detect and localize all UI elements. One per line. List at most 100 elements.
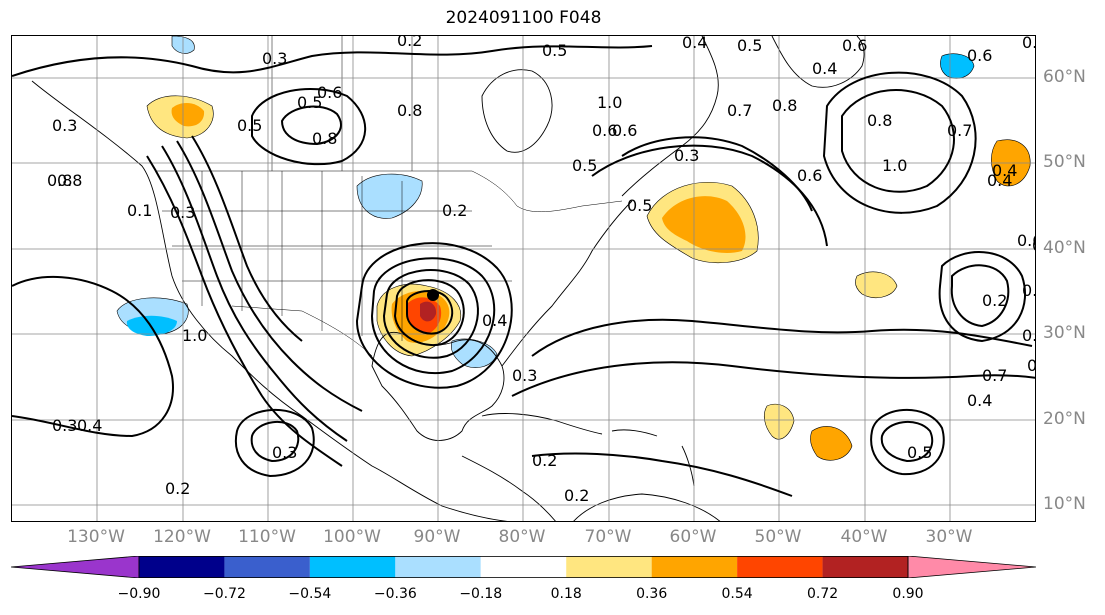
contour-label: 0.2 [564,486,589,505]
contour-label: 0.8 [772,96,797,115]
longitude-label: 130°W [67,527,125,547]
colorbar-tick-label: 0.54 [721,586,753,602]
colorbar-segment [651,556,738,578]
contour-pacific-low [250,420,300,463]
shade-blue-gulf [451,338,498,368]
longitude-label: 90°W [413,527,461,547]
contour-label: 0.4 [482,311,507,330]
coast-greenland [771,36,865,88]
contour-high-north-inner [280,105,342,146]
longitude-label: 110°W [238,527,296,547]
contour-label: 0.3 [52,416,77,435]
contour-label: 0.8 [1022,326,1036,345]
contour-label: 1.0 [182,326,207,345]
contour-subtropical-low-2 [870,408,945,476]
contour-label: 0.7 [982,366,1007,385]
latitude-label: 30°N [1043,323,1086,343]
shade-blue-ne [940,53,975,79]
contour-label: 0.4 [987,171,1012,190]
colorbar-tick-label: 0.18 [550,586,582,602]
longitude-label: 120°W [153,527,211,547]
contour-label: 0.3 [52,116,77,135]
contour-west-trough-1 [146,155,343,467]
contour-label: 0.2 [442,201,467,220]
coast-hispaniola [611,429,658,437]
contour-label: 0.4 [812,59,837,78]
longitude-label: 70°W [584,527,632,547]
contour-north-atlantic-high-2 [822,71,977,214]
contour-lines [12,45,1035,497]
shade-yellow-east [855,271,898,299]
contour-label: 0.4 [77,416,102,435]
contour-label: 0.7 [947,121,972,140]
shade-orange-south-atlantic-2 [810,426,853,461]
longitude-label: 30°W [925,527,973,547]
shade-orange-nw [171,102,205,127]
contour-high-north [251,88,367,166]
contour-label: 0.1 [127,201,152,220]
colorbar [11,556,1036,578]
colorbar-segment [566,556,652,578]
contour-hurricane-ring-5 [355,242,513,389]
contour-atlantic-wave [531,318,1033,357]
contour-label: 0.5 [237,116,262,135]
contour-hurricane-ring-2 [393,279,465,347]
latitude-label: 50°N [1043,152,1086,172]
contour-hurricane-ring-1 [406,290,454,335]
contour-west-trough-3 [176,140,363,412]
map-canvas: 0.30.20.50.40.50.60.50.40.60.80.50.60.81… [12,36,1036,521]
contour-north-atlantic-high [841,89,955,193]
longitude-label: 50°W [754,527,802,547]
colorbar-tick-label: −0.36 [373,586,417,602]
political-borders [157,36,623,357]
contour-labels: 0.30.20.50.40.50.60.50.40.60.80.50.60.81… [47,36,1036,505]
contour-label: 0.2 [165,479,190,498]
longitude-label: 40°W [840,527,888,547]
contour-west-trough-4 [191,135,303,342]
coast-central-america [461,455,556,521]
contour-label: 0.5 [1022,36,1036,52]
contour-ne-canada-2 [591,144,828,247]
contour-subtropical-low [880,420,934,463]
colorbar-tick-label: −0.90 [117,586,161,602]
contour-label: 0.3 [512,366,537,385]
contour-label: 0.6 [612,121,637,140]
contour-label: 0.6 [842,36,867,55]
contour-label: 0.6 [592,121,617,140]
hurricane-center-marker [427,289,439,301]
contour-label: 0.2 [982,291,1007,310]
contour-label: 0.3 [674,146,699,165]
colorbar-segment [395,556,481,578]
contour-label: 0.6 [797,166,822,185]
contour-label: 0.6 [317,83,342,102]
colorbar-extend-min [11,556,140,578]
contour-label: 0.4 [967,391,992,410]
longitude-label: 60°W [669,527,717,547]
latitude-label: 40°N [1043,238,1086,258]
colorbar-segment [737,556,823,578]
shade-blue-greatlakes [356,173,423,219]
latitude-label: 60°N [1043,67,1086,87]
contour-label: 1.0 [882,156,907,175]
contour-label: 0.3 [170,203,195,222]
colorbar-tick-label: 0.72 [806,586,839,602]
contour-atlantic-wave-2 [511,361,1035,397]
colorbar-segment [480,556,567,578]
shaded-anomaly-fields [116,36,1031,461]
contour-label: 0.7 [1022,281,1036,300]
contour-label: 0.7 [727,101,752,120]
latitude-label: 10°N [1043,494,1086,514]
contour-east-atlantic [950,264,1010,328]
contour-label: 0.5 [297,93,322,112]
forecast-map-panel: 0.30.20.50.40.50.60.50.40.60.80.50.60.81… [11,35,1036,522]
contour-label: 0.5 [627,196,652,215]
shade-darkred-center [420,301,437,322]
contour-label: 0.2 [397,36,422,50]
contour-label: 1.0 [597,93,622,112]
colorbar-segment [822,556,908,578]
latitude-label: 20°N [1043,409,1086,429]
contour-east-atlantic-2 [938,251,1027,343]
contour-label: 0.4 [992,161,1017,180]
contour-label: 0.3 [262,49,287,68]
colorbar-tick-label: −0.18 [459,586,503,602]
